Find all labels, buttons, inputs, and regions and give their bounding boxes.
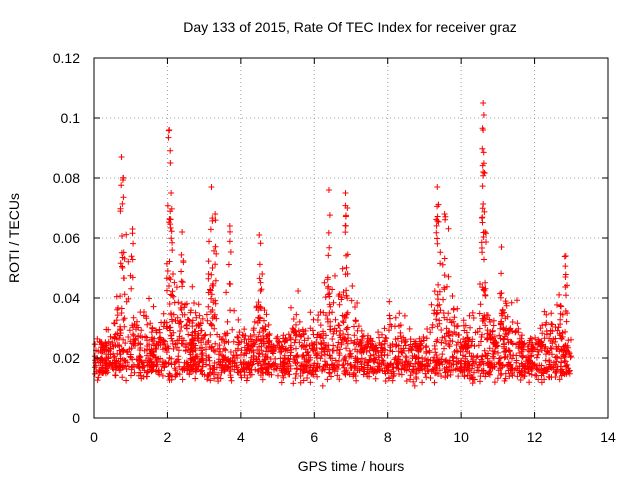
data-point (120, 175, 127, 181)
y-tick-label: 0.02 (53, 350, 80, 366)
scatter-cloud (91, 125, 575, 389)
data-point (342, 190, 349, 196)
data-point (325, 187, 332, 193)
data-point (118, 154, 125, 160)
data-point (344, 205, 351, 211)
axis-ticks (93, 57, 609, 419)
data-point (480, 112, 487, 118)
data-point (482, 229, 489, 235)
x-tick-label: 2 (164, 429, 172, 445)
data-point (480, 169, 487, 175)
data-point (498, 244, 505, 250)
chart-title: Day 133 of 2015, Rate Of TEC Index for r… (183, 19, 517, 35)
y-tick-label: 0.12 (53, 50, 80, 66)
data-point (434, 184, 441, 190)
data-point (179, 229, 186, 235)
y-axis-label: ROTI / TECUs (6, 193, 22, 283)
data-point (167, 160, 174, 166)
x-tick-label: 0 (90, 429, 98, 445)
data-points (91, 100, 575, 389)
y-tick-label: 0.04 (53, 290, 80, 306)
y-tick-labels: 0 0.02 0.04 0.06 0.08 0.1 0.12 (53, 50, 80, 426)
x-tick-labels: 0 2 4 6 8 10 12 14 (90, 429, 616, 445)
x-tick-label: 10 (453, 429, 469, 445)
x-tick-label: 12 (527, 429, 543, 445)
y-tick-label: 0.08 (53, 170, 80, 186)
x-axis-label: GPS time / hours (298, 458, 405, 474)
data-point (166, 127, 173, 133)
data-point (480, 100, 487, 106)
data-point (212, 211, 219, 217)
data-point (480, 127, 487, 133)
x-tick-label: 8 (384, 429, 392, 445)
data-point (226, 223, 233, 229)
y-tick-label: 0.1 (61, 110, 81, 126)
data-point (562, 253, 569, 259)
x-tick-label: 4 (237, 429, 245, 445)
y-tick-label: 0.06 (53, 230, 80, 246)
data-point (168, 190, 175, 196)
data-point (208, 184, 215, 190)
data-point (129, 226, 136, 232)
x-tick-label: 6 (310, 429, 318, 445)
data-point (256, 232, 263, 238)
data-point (441, 211, 448, 217)
x-tick-label: 14 (600, 429, 616, 445)
y-tick-label: 0 (72, 410, 80, 426)
